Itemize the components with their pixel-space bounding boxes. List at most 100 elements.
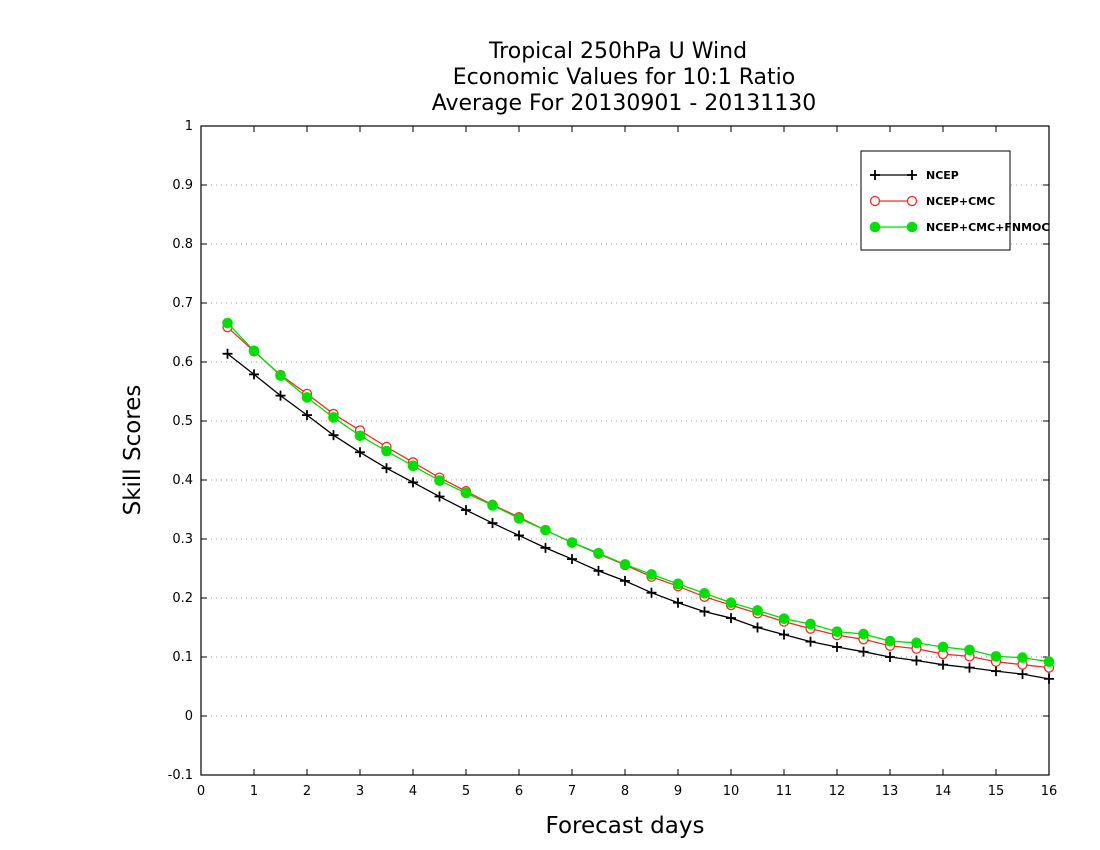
data-point <box>869 195 881 207</box>
data-point <box>990 651 1002 662</box>
data-point <box>832 641 842 652</box>
x-tick-label: 11 <box>776 784 793 799</box>
data-point <box>566 537 578 548</box>
data-point <box>593 547 604 559</box>
data-point <box>461 505 471 516</box>
data-point <box>778 613 790 624</box>
data-point <box>408 477 418 488</box>
series-line <box>227 322 1050 663</box>
series-line <box>227 353 1050 680</box>
data-point <box>302 410 312 421</box>
chart-title-line-2: Economic Values for 10:1 Ratio <box>453 65 795 90</box>
data-point <box>381 445 392 457</box>
data-point <box>487 518 498 529</box>
data-point <box>222 317 233 329</box>
data-point <box>964 644 975 656</box>
data-point <box>355 447 365 458</box>
data-point <box>937 641 949 653</box>
data-point <box>248 345 260 357</box>
x-tick-label: 5 <box>462 784 470 799</box>
data-point <box>434 491 445 502</box>
series-ncep-cmc <box>222 322 1055 673</box>
data-point <box>779 629 789 640</box>
chart-title-line-3: Average For 20130901 - 20131130 <box>432 91 817 116</box>
data-point <box>275 390 286 401</box>
y-tick-label: 0.3 <box>172 532 193 547</box>
series-ncep-cmc-fnmoc <box>222 317 1055 668</box>
data-point <box>487 500 498 511</box>
data-point <box>407 460 419 472</box>
data-point <box>672 578 684 590</box>
data-point <box>964 662 975 673</box>
data-point <box>805 636 816 647</box>
data-point <box>513 513 525 524</box>
x-tick-label: 2 <box>303 784 311 799</box>
y-tick-label: -0.1 <box>168 768 193 783</box>
x-tick-label: 16 <box>1041 784 1058 799</box>
data-point <box>222 348 233 359</box>
legend-label: NCEP <box>926 169 959 182</box>
data-point <box>249 369 259 380</box>
data-point <box>514 530 524 541</box>
x-tick-label: 15 <box>988 784 1005 799</box>
x-tick-label: 7 <box>568 784 576 799</box>
data-point <box>906 195 918 207</box>
data-point <box>884 635 896 647</box>
legend-label: NCEP+CMC <box>926 195 995 208</box>
data-point <box>354 430 366 442</box>
x-tick-label: 6 <box>515 784 523 799</box>
data-point <box>646 569 657 580</box>
data-point <box>831 626 843 637</box>
data-point <box>275 370 286 381</box>
data-point <box>381 463 392 474</box>
data-point <box>1017 669 1028 680</box>
x-tick-label: 3 <box>356 784 364 799</box>
data-point <box>540 524 551 536</box>
data-point <box>328 412 339 423</box>
y-tick-label: 0.5 <box>172 414 193 429</box>
data-point <box>460 487 472 499</box>
x-tick-label: 1 <box>250 784 258 799</box>
data-point <box>752 622 763 633</box>
legend-label: NCEP+CMC+FNMOC <box>926 221 1049 234</box>
x-axis-label: Forecast days <box>546 813 705 839</box>
data-point <box>620 575 630 586</box>
data-point <box>1044 673 1054 684</box>
y-tick-label: 0.2 <box>172 591 193 606</box>
data-point <box>870 170 880 180</box>
y-tick-label: 0 <box>185 709 193 724</box>
chart-title-line-1: Tropical 250hPa U Wind <box>488 39 747 64</box>
data-point <box>869 221 881 233</box>
x-tick-label: 9 <box>674 784 682 799</box>
legend-entry: NCEP+CMC+FNMOC <box>869 221 1049 234</box>
data-point <box>1043 656 1055 668</box>
data-point <box>907 170 917 180</box>
data-point <box>911 637 922 649</box>
data-point <box>726 613 736 624</box>
series-line <box>227 326 1050 669</box>
series-layer <box>222 317 1055 684</box>
data-point <box>725 597 737 609</box>
data-point <box>593 565 604 576</box>
data-point <box>540 542 551 553</box>
data-point <box>646 587 657 598</box>
x-tick-label: 14 <box>935 784 952 799</box>
data-point <box>805 618 816 630</box>
series-ncep <box>222 348 1054 684</box>
data-point <box>858 628 869 640</box>
data-point <box>885 652 895 662</box>
y-tick-label: 0.8 <box>172 237 193 252</box>
y-tick-label: 0.1 <box>172 650 193 665</box>
legend-entry: NCEP+CMC <box>869 195 995 208</box>
data-point <box>906 221 918 233</box>
y-tick-label: 0.4 <box>172 473 193 488</box>
data-point <box>911 655 922 666</box>
x-tick-label: 8 <box>621 784 629 799</box>
chart-title: Tropical 250hPa U Wind Economic Values f… <box>432 39 817 116</box>
data-point <box>301 392 313 403</box>
data-point <box>434 475 445 486</box>
data-point <box>752 605 763 616</box>
grid-lines <box>201 184 1049 717</box>
x-tick-label: 4 <box>409 784 417 799</box>
